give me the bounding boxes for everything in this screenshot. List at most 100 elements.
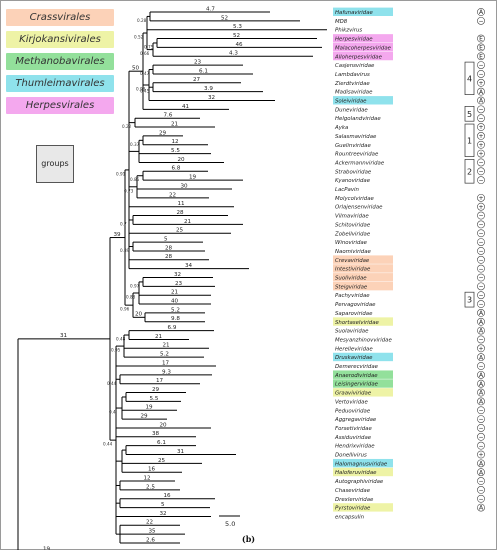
- badge-circle: [477, 415, 485, 423]
- badge-archaea: A: [479, 469, 484, 476]
- branch-length-label: 5.5: [171, 148, 180, 154]
- badge-gram-positive: +: [478, 151, 483, 158]
- branch-length-label: 40: [171, 298, 179, 304]
- branch-length-label: 3.9: [204, 86, 213, 92]
- badge-gram-positive: +: [478, 124, 483, 131]
- badge-gram-negative: −: [478, 283, 483, 290]
- badge-gram-negative: −: [478, 407, 483, 414]
- badge-gram-negative: −: [478, 266, 483, 273]
- tip-highlight: [333, 503, 393, 512]
- tip-label: Halomagnusviridae: [335, 461, 388, 467]
- bootstrap-label: 0.28: [137, 18, 147, 23]
- tip-highlight: [333, 352, 393, 362]
- tip-label: Hendrixviridae: [335, 444, 375, 450]
- group-bracket: [464, 105, 475, 122]
- badge-gram-negative: −: [478, 496, 483, 503]
- branch-length-label: 41: [182, 104, 190, 110]
- branch-length-label: 29: [152, 387, 160, 393]
- branch-length-label: 20: [178, 157, 186, 163]
- bootstrap-label: 0.85: [130, 177, 140, 182]
- badge-circle: [477, 61, 485, 69]
- badge-gram-negative: −: [478, 18, 483, 25]
- branch-length-label: 30: [181, 183, 189, 189]
- badge-gram-negative: −: [478, 71, 483, 78]
- branch-length-label: 21: [171, 290, 179, 296]
- branch-length-label: 17: [162, 360, 170, 366]
- tip-label: Soleiviridae: [335, 99, 367, 105]
- tip-label: Drexlerviridae: [335, 497, 374, 503]
- figure-caption: (b): [241, 534, 256, 544]
- branch-length-label: 46: [236, 42, 244, 48]
- tip-label: Autographiviridae: [334, 479, 384, 485]
- tip-highlight: [333, 34, 393, 43]
- branch-length-label: 9.8: [171, 316, 180, 322]
- branch-length-label: 39: [114, 232, 122, 238]
- badge-gram-positive: +: [478, 195, 483, 202]
- bootstrap-label: 0.88: [126, 294, 136, 299]
- tip-label: Intestiviridae: [335, 267, 371, 273]
- badge-gram-negative: −: [478, 239, 483, 246]
- legend-thumleimavirales: Thumleimavirales: [6, 75, 114, 92]
- branch-length-label: 22: [146, 520, 153, 526]
- branch-length-label: 19: [146, 405, 154, 411]
- tip-highlight: [333, 379, 393, 388]
- badge-gram-negative: −: [478, 160, 483, 167]
- branch-length-label: 32: [174, 272, 181, 278]
- badge-circle: [477, 432, 485, 441]
- badge-gram-negative: −: [478, 275, 483, 282]
- badge-archaea: A: [479, 390, 484, 397]
- tip-label: LacPavin: [335, 187, 360, 193]
- badge-circle: [477, 70, 485, 78]
- branch-length-label: 23: [194, 60, 202, 66]
- tip-label: Naomiviridae: [335, 249, 372, 255]
- badge-gram-negative: −: [478, 301, 483, 308]
- tip-highlight: [333, 317, 393, 326]
- tip-highlight: [333, 96, 393, 105]
- scale-bar-label: 5.0: [225, 520, 235, 528]
- badge-gram-positive: +: [478, 452, 483, 459]
- branch-length-label: 25: [176, 228, 184, 234]
- branch-length-label: 34: [185, 263, 193, 269]
- groups-button[interactable]: groups: [36, 145, 74, 183]
- branch-length-label: 23: [175, 281, 183, 287]
- badge-circle: [477, 308, 485, 317]
- bootstrap-label: 0.52: [134, 35, 144, 40]
- badge-gram-negative: −: [478, 292, 483, 299]
- badge-circle: [477, 123, 485, 131]
- branch-length-label: 28: [177, 210, 185, 216]
- tip-label: Casjensviridae: [335, 63, 375, 69]
- badge-circle: [477, 326, 485, 335]
- badge-circle: [477, 43, 485, 52]
- badge-archaea: A: [479, 98, 484, 105]
- legend-herpesvirales: Herpesvirales: [6, 97, 114, 114]
- tip-label: Winoviridae: [335, 240, 368, 246]
- tip-label: Zierdtviridae: [334, 81, 370, 87]
- tip-label: Zobellviridae: [334, 231, 371, 237]
- badge-gram-negative: −: [478, 222, 483, 229]
- branch-length-label: 29: [141, 414, 149, 420]
- tip-highlight: [333, 467, 393, 477]
- branch-length-label: 4.7: [206, 6, 215, 12]
- tip-label: Crevaviridae: [335, 258, 370, 264]
- badge-circle: [477, 424, 485, 432]
- legend-methanobavirales: Methanobavirales: [6, 53, 114, 70]
- badge-gram-negative: −: [478, 443, 483, 450]
- branch-length-label: 5.2: [160, 352, 169, 358]
- badge-circle: [477, 16, 485, 25]
- tip-label: Lambdavirus: [335, 72, 370, 78]
- tip-label: Molycolviridae: [335, 196, 375, 202]
- tip-label: Vilmaviridae: [335, 214, 369, 220]
- badge-archaea: A: [479, 328, 484, 335]
- tip-highlight: [333, 273, 393, 282]
- tip-highlight: [333, 370, 393, 379]
- branch-length-label: 5.2: [171, 307, 180, 313]
- group-bracket: [464, 159, 475, 184]
- badge-circle: [477, 202, 485, 211]
- badge-circle: [477, 335, 485, 344]
- badge-circle: [477, 158, 485, 167]
- tip-label: Ackermannviridae: [334, 160, 385, 166]
- badge-archaea: A: [479, 460, 484, 467]
- bootstrap-label: 0.66: [140, 51, 150, 56]
- branch-length-label: 5.3: [233, 24, 242, 30]
